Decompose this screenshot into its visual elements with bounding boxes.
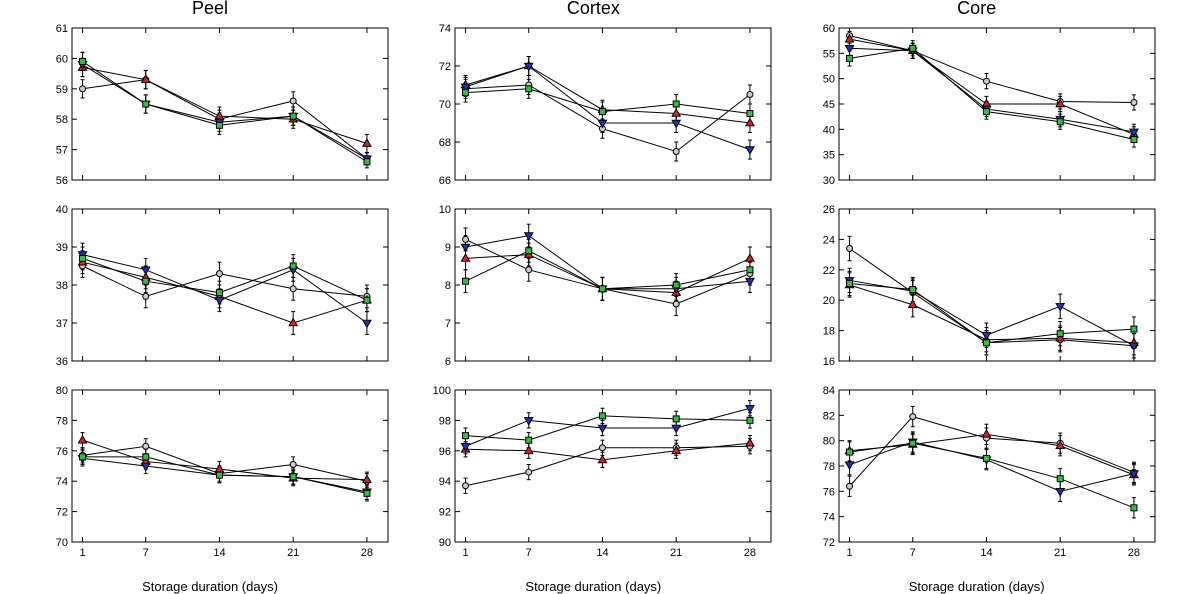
panel-r2-c2: Storage duration (days)72747678808284171…: [787, 382, 1167, 560]
y-tick-label: 70: [56, 537, 68, 549]
column-title: Cortex: [567, 0, 620, 19]
y-tick-label: 59: [56, 84, 68, 96]
x-tick-label: 1: [79, 547, 85, 559]
plot-svg: 90 92 94 96 98 100 1 7 14 21 28: [403, 382, 783, 560]
y-tick-label: 16: [822, 356, 834, 368]
y-tick-label: 8: [445, 280, 451, 292]
y-tick-label: 9: [445, 242, 451, 254]
y-tick-label: 66: [439, 175, 451, 187]
y-tick-label: 68: [439, 137, 451, 149]
y-tick-label: 50: [822, 74, 834, 86]
y-tick-label: 70: [439, 99, 451, 111]
x-tick-label: 14: [213, 547, 225, 559]
y-tick-label: 37: [56, 318, 68, 330]
x-tick-label: 7: [143, 547, 149, 559]
y-tick-label: 72: [439, 61, 451, 73]
panel-r1-c1: 6 7 8 9 10: [403, 201, 783, 379]
y-tick-label: 18: [822, 326, 834, 338]
x-tick-label: 7: [909, 547, 915, 559]
x-tick-label: 1: [463, 547, 469, 559]
y-tick-label: 94: [439, 476, 451, 488]
y-tick-label: 76: [822, 486, 834, 498]
x-tick-label: 14: [597, 547, 609, 559]
panel-r0-c0: PeelLightness (L*)565758596061: [20, 20, 400, 198]
y-tick-label: 39: [56, 242, 68, 254]
plot-svg: 16 18 20 22 24 26: [787, 201, 1167, 379]
plot-svg: 56 57 58 59 60 61: [20, 20, 400, 198]
y-tick-label: 6: [445, 356, 451, 368]
y-tick-label: 40: [822, 124, 834, 136]
y-tick-label: 24: [822, 234, 834, 246]
plot-svg: 72 74 76 78 80 82 84 1 7 14 21 28: [787, 382, 1167, 560]
y-tick-label: 96: [439, 446, 451, 458]
y-tick-label: 92: [439, 507, 451, 519]
y-tick-label: 30: [822, 175, 834, 187]
x-axis-label: Storage duration (days): [525, 579, 661, 594]
column-title: Peel: [192, 0, 228, 19]
y-tick-label: 40: [56, 204, 68, 216]
y-tick-label: 26: [822, 204, 834, 216]
plot-svg: 6 7 8 9 10: [403, 201, 783, 379]
column-title: Core: [957, 0, 996, 19]
y-tick-label: 38: [56, 280, 68, 292]
plot-svg: 70 72 74 76 78 80 1 7 14 21 28: [20, 382, 400, 560]
x-tick-label: 21: [287, 547, 299, 559]
x-axis-label: Storage duration (days): [909, 579, 1045, 594]
y-tick-label: 72: [56, 507, 68, 519]
x-axis-label: Storage duration (days): [142, 579, 278, 594]
panel-r2-c1: Storage duration (days)90929496981001714…: [403, 382, 783, 560]
panel-r2-c0: Hue angle (h°)Storage duration (days)707…: [20, 382, 400, 560]
y-tick-label: 82: [822, 410, 834, 422]
panel-r1-c0: Chroma (C*)3637383940: [20, 201, 400, 379]
y-tick-label: 98: [439, 415, 451, 427]
panel-r0-c1: Cortex6668707274: [403, 20, 783, 198]
y-tick-label: 74: [56, 476, 68, 488]
y-tick-label: 61: [56, 23, 68, 35]
y-tick-label: 72: [822, 537, 834, 549]
panel-r1-c2: 16 18 20 22 24 26: [787, 201, 1167, 379]
plot-svg: 66 68 70 72 74: [403, 20, 783, 198]
x-tick-label: 21: [670, 547, 682, 559]
x-tick-label: 7: [526, 547, 532, 559]
x-tick-label: 1: [846, 547, 852, 559]
y-tick-label: 7: [445, 318, 451, 330]
y-tick-label: 60: [56, 53, 68, 65]
y-tick-label: 76: [56, 446, 68, 458]
y-tick-label: 57: [56, 145, 68, 157]
y-tick-label: 100: [433, 385, 451, 397]
x-tick-label: 28: [361, 547, 373, 559]
y-tick-label: 60: [822, 23, 834, 35]
y-tick-label: 45: [822, 99, 834, 111]
y-tick-label: 90: [439, 537, 451, 549]
y-tick-label: 56: [56, 175, 68, 187]
y-tick-label: 80: [56, 385, 68, 397]
y-tick-label: 55: [822, 48, 834, 60]
x-tick-label: 28: [1127, 547, 1139, 559]
y-tick-label: 35: [822, 150, 834, 162]
x-tick-label: 14: [980, 547, 992, 559]
y-tick-label: 10: [439, 204, 451, 216]
y-tick-label: 36: [56, 356, 68, 368]
y-tick-label: 84: [822, 385, 834, 397]
chart-grid: PeelLightness (L*)565758596061Cortex6668…: [20, 20, 1168, 561]
y-tick-label: 78: [56, 415, 68, 427]
y-tick-label: 74: [439, 23, 451, 35]
plot-svg: 30 35 40 45 50 55 60: [787, 20, 1167, 198]
y-tick-label: 74: [822, 512, 834, 524]
x-tick-label: 28: [744, 547, 756, 559]
y-tick-label: 80: [822, 436, 834, 448]
y-tick-label: 20: [822, 295, 834, 307]
plot-svg: 36 37 38 39 40: [20, 201, 400, 379]
panel-r0-c2: Core30354045505560: [787, 20, 1167, 198]
y-tick-label: 58: [56, 114, 68, 126]
x-tick-label: 21: [1054, 547, 1066, 559]
y-tick-label: 78: [822, 461, 834, 473]
y-tick-label: 22: [822, 265, 834, 277]
